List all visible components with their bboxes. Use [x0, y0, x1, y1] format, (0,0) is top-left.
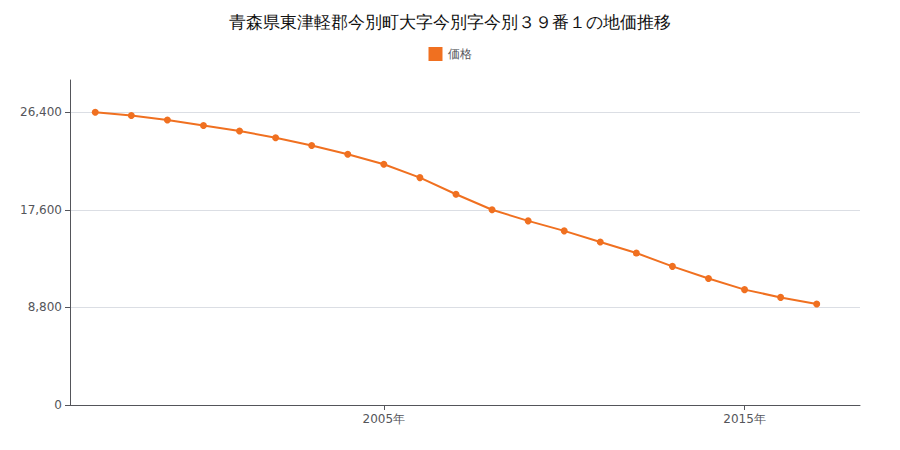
- svg-text:2015年: 2015年: [723, 412, 766, 426]
- svg-text:17,600: 17,600: [20, 203, 62, 217]
- svg-text:26,400: 26,400: [20, 105, 62, 119]
- svg-text:価格: 価格: [448, 47, 472, 61]
- svg-text:0: 0: [54, 398, 62, 412]
- svg-text:青森県東津軽郡今別町大字今別字今別３９番１の地価推移: 青森県東津軽郡今別町大字今別字今別３９番１の地価推移: [229, 12, 671, 32]
- svg-text:8,800: 8,800: [28, 300, 62, 314]
- svg-text:2005年: 2005年: [363, 412, 406, 426]
